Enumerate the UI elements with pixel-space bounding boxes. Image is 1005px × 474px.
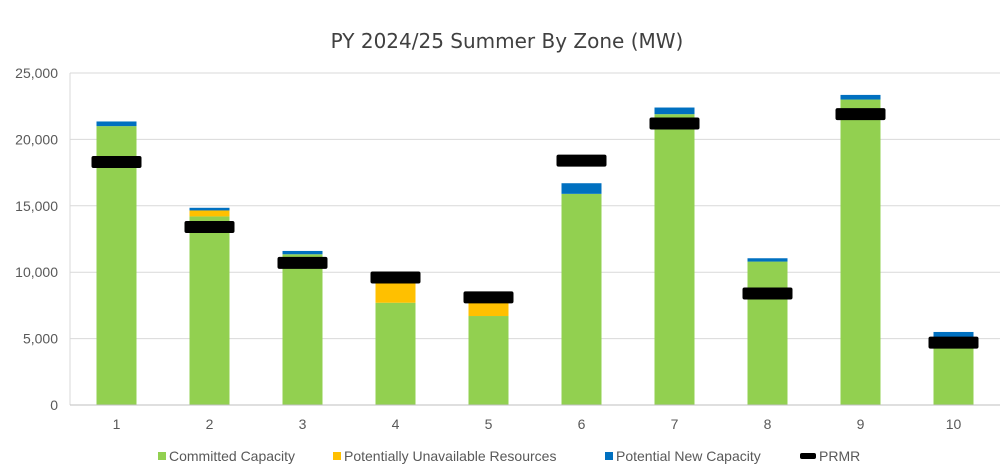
bar-segment-1-zone-5 (468, 316, 509, 405)
legend-swatch (605, 452, 613, 460)
x-tick-label: 8 (764, 416, 772, 432)
prmr-marker-zone-7 (649, 117, 700, 130)
x-axis: 1 2 3 4 5 6 7 8 9 10 (70, 404, 1000, 432)
prmr-marker-zone-10 (928, 336, 979, 349)
bar-segment-1-zone-10 (933, 346, 974, 405)
legend-label: PRMR (819, 448, 860, 464)
prmr-marker-zone-1 (91, 155, 142, 168)
x-tick-label: 2 (206, 416, 214, 432)
y-tick-label: 15,000 (15, 198, 58, 214)
bar-segment-1-zone-1 (96, 126, 137, 406)
legend: Committed Capacity Potentially Unavailabl… (158, 448, 860, 464)
bar-segment-1-zone-2 (189, 216, 230, 405)
x-tick-label: 6 (578, 416, 586, 432)
bar-segment-3-zone-3 (282, 250, 323, 255)
legend-label: Potential New Capacity (616, 448, 761, 464)
prmr-marker-zone-4 (370, 271, 421, 284)
bar-segment-1-zone-6 (561, 193, 602, 405)
legend-label: Potentially Unavailable Resources (344, 448, 556, 464)
bar-segment-2-zone-2 (189, 210, 230, 217)
x-tick-label: 5 (485, 416, 493, 432)
bar-segment-3-zone-9 (840, 94, 881, 100)
bar-segment-1-zone-7 (654, 114, 695, 405)
prmr-marker-zone-5 (463, 291, 514, 304)
y-tick-label: 20,000 (15, 131, 58, 147)
bar-segment-3-zone-6 (561, 183, 602, 194)
bar-segment-3-zone-2 (189, 207, 230, 211)
prmr-marker-zone-9 (835, 108, 886, 121)
legend-swatch (800, 453, 816, 459)
x-tick-label: 9 (857, 416, 865, 432)
legend-swatch (158, 452, 166, 460)
y-tick-label: 5,000 (23, 331, 58, 347)
chart-title: PY 2024/25 Summer By Zone (MW) (331, 29, 684, 53)
x-tick-label: 7 (671, 416, 679, 432)
bar-segment-2-zone-5 (468, 302, 509, 317)
x-tick-label: 10 (946, 416, 962, 432)
bar-segment-1-zone-4 (375, 302, 416, 405)
bar-segment-3-zone-1 (96, 121, 137, 127)
legend-label: Committed Capacity (169, 448, 295, 464)
prmr-markers (91, 108, 979, 349)
prmr-marker-zone-8 (742, 287, 793, 300)
bar-segment-3-zone-7 (654, 107, 695, 115)
y-tick-label: 25,000 (15, 65, 58, 81)
y-tick-label: 0 (50, 397, 58, 413)
bar-segment-3-zone-8 (747, 258, 788, 262)
y-tick-label: 10,000 (15, 264, 58, 280)
bar-segment-1-zone-3 (282, 254, 323, 405)
bars (96, 94, 974, 406)
legend-swatch (333, 452, 341, 460)
prmr-marker-zone-2 (184, 221, 235, 234)
prmr-marker-zone-6 (556, 154, 607, 167)
prmr-marker-zone-3 (277, 256, 328, 269)
x-tick-label: 1 (113, 416, 121, 432)
bar-segment-1-zone-8 (747, 261, 788, 405)
y-axis: 0 5,000 10,000 15,000 20,000 25,000 (15, 65, 71, 413)
x-tick-label: 3 (299, 416, 307, 432)
bar-segment-1-zone-9 (840, 99, 881, 405)
x-tick-label: 4 (392, 416, 400, 432)
